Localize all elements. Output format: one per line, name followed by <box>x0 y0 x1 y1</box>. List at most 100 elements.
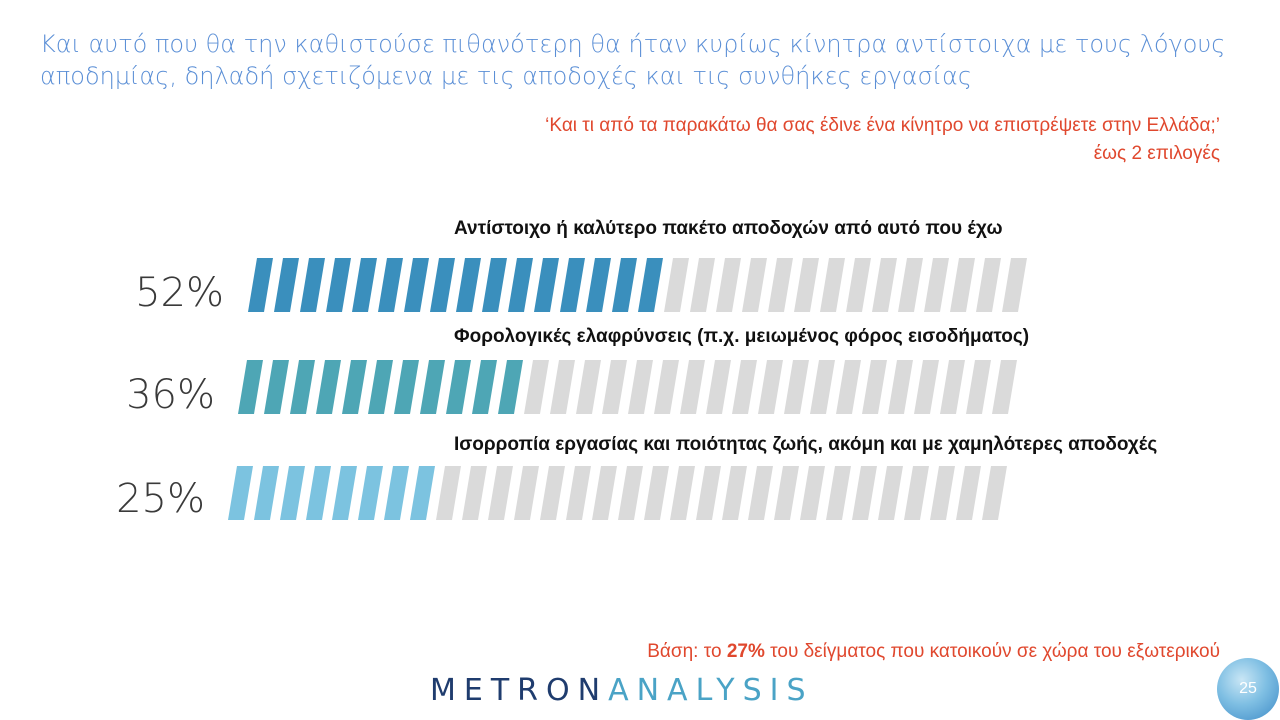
bar-stripe-track <box>748 466 773 520</box>
question-text: ‘Και τι από τα παρακάτω θα σας έδινε ένα… <box>545 115 1220 136</box>
bar-stripe-track <box>800 466 825 520</box>
bar-stripe-track <box>904 466 929 520</box>
bar-stripe-track <box>888 360 913 414</box>
bar-stripe-track <box>664 258 689 312</box>
bar-stripe-track <box>774 466 799 520</box>
bar-stripe-track <box>898 258 923 312</box>
bar-stripe-track <box>644 466 669 520</box>
bar-stripe-track <box>956 466 981 520</box>
bar-stripe-track <box>758 360 783 414</box>
category-label: Αντίστοιχο ή καλύτερο πακέτο αποδοχών απ… <box>454 218 1003 239</box>
bar-stripe-track <box>670 466 695 520</box>
bar-stripe-filled <box>498 360 523 414</box>
bar-stripe-filled <box>254 466 279 520</box>
bar-stripe-track <box>618 466 643 520</box>
bar-stripe-track <box>852 466 877 520</box>
bar-stripe-track <box>966 360 991 414</box>
bar-stripe-filled <box>560 258 585 312</box>
bar-stripe-filled <box>238 360 263 414</box>
bar-stripe-track <box>924 258 949 312</box>
category-label: Ισορροπία εργασίας και ποιότητας ζωής, α… <box>454 434 1157 455</box>
bar-stripe-filled <box>508 258 533 312</box>
bar-stripe-filled <box>378 258 403 312</box>
bar-stripe-track <box>992 360 1017 414</box>
bar-stripe-track <box>602 360 627 414</box>
bar-stripe-filled <box>638 258 663 312</box>
bar-stripe-filled <box>248 258 273 312</box>
value-label: 25% <box>116 476 205 522</box>
bar-stripe-track <box>794 258 819 312</box>
bar-stripe-filled <box>456 258 481 312</box>
value-label: 52% <box>135 270 224 316</box>
bar-stripe-track <box>872 258 897 312</box>
bar-stripe-track <box>716 258 741 312</box>
bar-stripe-track <box>722 466 747 520</box>
bar-stripe-filled <box>290 360 315 414</box>
bar-stripe-track <box>524 360 549 414</box>
bar-stripe-track <box>696 466 721 520</box>
bar-stripe-track <box>566 466 591 520</box>
bar-stripe-track <box>550 360 575 414</box>
bar-stripe-track <box>462 466 487 520</box>
bar-stripe-track <box>680 360 705 414</box>
page-number: 25 <box>1239 680 1257 697</box>
bar-stripe-filled <box>404 258 429 312</box>
bar-stripe-filled <box>228 466 253 520</box>
metron-analysis-logo: METRONANALYSIS <box>430 672 814 710</box>
bar-stripe-track <box>1002 258 1027 312</box>
bar-stripe-filled <box>306 466 331 520</box>
bar-stripe-filled <box>342 360 367 414</box>
page-number-badge: 25 <box>1217 658 1279 720</box>
bar-stripe-track <box>732 360 757 414</box>
bar-stripe-filled <box>472 360 497 414</box>
bar-stripe-filled <box>274 258 299 312</box>
bar-stripe-filled <box>358 466 383 520</box>
bar-stripe-filled <box>482 258 507 312</box>
bar-stripe-filled <box>368 360 393 414</box>
bar-stripe-filled <box>316 360 341 414</box>
base-note-prefix: Βάση: το <box>647 641 727 662</box>
bar-stripe-track <box>940 360 965 414</box>
bar-stripe-track <box>950 258 975 312</box>
bar-stripe-track <box>930 466 955 520</box>
sample-base-note: Βάση: το 27% του δείγματος που κατοικούν… <box>647 641 1220 663</box>
bar-stripe-track <box>878 466 903 520</box>
bar-stripe-filled <box>612 258 637 312</box>
bar-stripe-filled <box>326 258 351 312</box>
logo-part-metron: METRON <box>430 673 609 708</box>
bar-stripe-filled <box>534 258 559 312</box>
bar-stripe-filled <box>420 360 445 414</box>
bar-stripe-track <box>768 258 793 312</box>
logo-part-analysis: ANALYSIS <box>608 673 814 708</box>
bar-stripe-filled <box>264 360 289 414</box>
bar-stripe-track <box>914 360 939 414</box>
survey-question: ‘Και τι από τα παρακάτω θα σας έδινε ένα… <box>545 112 1220 168</box>
bar-stripe-track <box>836 360 861 414</box>
bar-stripe-track <box>820 258 845 312</box>
base-note-suffix: του δείγματος που κατοικούν σε χώρα του … <box>764 641 1220 662</box>
slide-headline: Και αυτό που θα την καθιστούσε πιθανότερ… <box>40 30 1226 90</box>
bar-stripe-filled <box>300 258 325 312</box>
bar-stripe-filled <box>332 466 357 520</box>
category-label: Φορολογικές ελαφρύνσεις (π.χ. μειωμένος … <box>454 326 1029 347</box>
bar-stripe-track <box>540 466 565 520</box>
bar-stripe-track <box>706 360 731 414</box>
bar-stripe-filled <box>280 466 305 520</box>
question-note: έως 2 επιλογές <box>1093 143 1220 164</box>
bar-stripe-track <box>488 466 513 520</box>
base-note-highlight: 27% <box>726 641 765 662</box>
bar-stripe-filled <box>430 258 455 312</box>
bar-stripe-track <box>628 360 653 414</box>
bar-stripe-track <box>976 258 1001 312</box>
bar-stripe-track <box>810 360 835 414</box>
bar-stripe-track <box>862 360 887 414</box>
bar-stripe-track <box>514 466 539 520</box>
bar-stripe-track <box>982 466 1007 520</box>
value-label: 36% <box>126 372 215 418</box>
bar-stripe-filled <box>384 466 409 520</box>
bar-stripe-track <box>742 258 767 312</box>
bar-stripe-track <box>846 258 871 312</box>
bar-stripe-track <box>654 360 679 414</box>
bar-stripe-track <box>592 466 617 520</box>
